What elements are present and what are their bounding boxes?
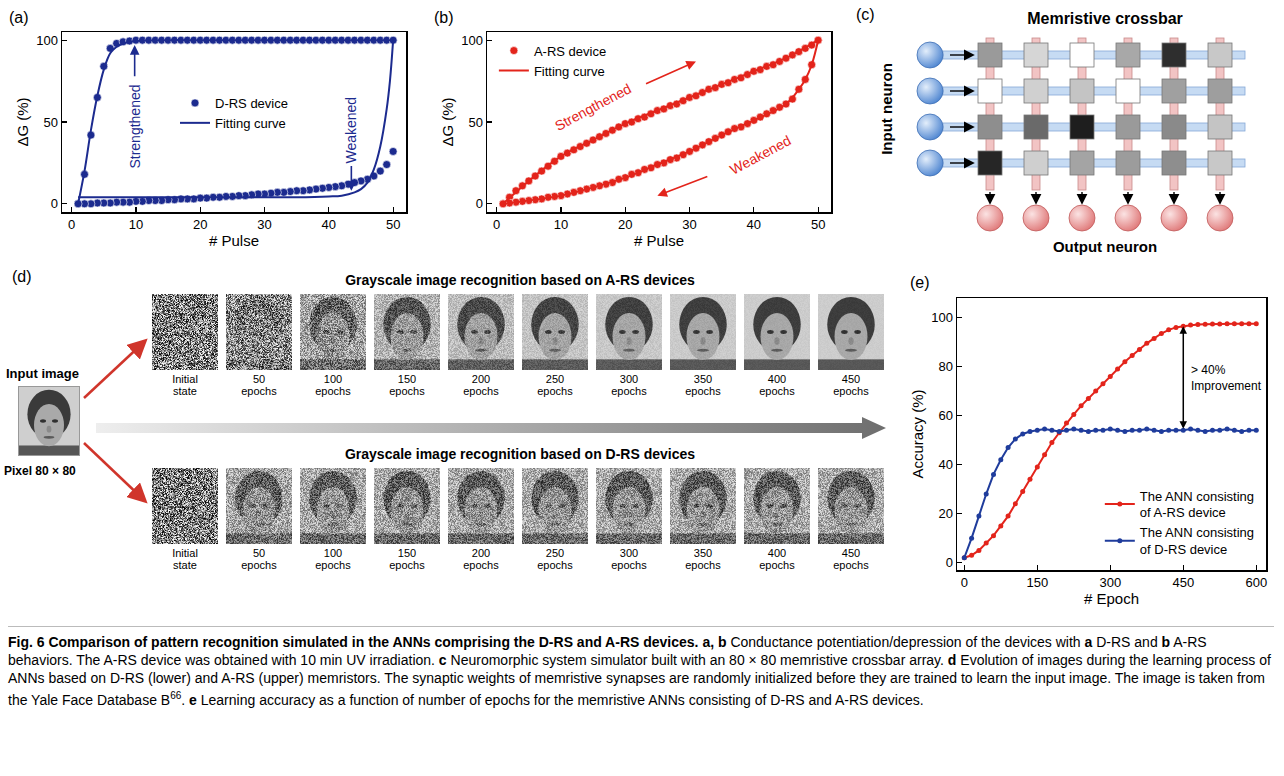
svg-text:# Pulse: # Pulse [209, 232, 259, 249]
svg-text:10: 10 [129, 217, 143, 232]
html-text:300: 300 [619, 547, 639, 559]
html-text:100: 100 [323, 547, 343, 559]
html-text:Input image: Input image [6, 366, 79, 381]
html-text:Initial: Initial [172, 373, 198, 385]
html-text:250: 250 [545, 547, 565, 559]
svg-text:40: 40 [322, 217, 336, 232]
svg-text:20: 20 [193, 217, 207, 232]
svg-text:40: 40 [747, 217, 761, 232]
html-text:150: 150 [397, 547, 417, 559]
svg-text:ΔG (%): ΔG (%) [439, 97, 456, 146]
svg-text:40: 40 [938, 457, 952, 472]
html-text:Grayscale image recognition ba: Grayscale image recognition based on A-R… [345, 272, 695, 288]
svg-text:(a): (a) [9, 9, 29, 26]
svg-text:Memristive crossbar: Memristive crossbar [1027, 10, 1183, 27]
svg-text:80: 80 [938, 359, 952, 374]
html-text:250: 250 [545, 373, 565, 385]
html-text:epochs: epochs [685, 559, 721, 571]
html-text:50: 50 [252, 547, 266, 559]
svg-text:The ANN consistingof A-RS devi: The ANN consistingof A-RS device [1140, 489, 1254, 521]
svg-text:150: 150 [1026, 575, 1048, 590]
svg-text:Input neuron: Input neuron [878, 63, 895, 155]
html-text:epochs: epochs [685, 385, 721, 397]
svg-text:0: 0 [493, 217, 500, 232]
svg-text:(e): (e) [910, 274, 930, 291]
html-text:300: 300 [619, 373, 639, 385]
html-text:50: 50 [252, 373, 266, 385]
html-text:epochs: epochs [315, 385, 351, 397]
html-text:150: 150 [397, 373, 417, 385]
svg-text:100: 100 [461, 33, 483, 48]
svg-text:Fitting curve: Fitting curve [534, 64, 605, 79]
html-text:state: state [173, 559, 197, 571]
html-text:epochs: epochs [463, 559, 499, 571]
svg-text:50: 50 [43, 115, 57, 130]
html-text:epochs: epochs [315, 559, 351, 571]
svg-text:100: 100 [931, 310, 953, 325]
html-text:(d): (d) [12, 268, 32, 285]
svg-text:(b): (b) [434, 9, 454, 26]
svg-text:ΔG (%): ΔG (%) [14, 97, 31, 146]
svg-text:20: 20 [938, 506, 952, 521]
svg-text:0: 0 [51, 196, 58, 211]
svg-text:Strengthened: Strengthened [552, 80, 634, 134]
svg-text:Weakened: Weakened [727, 132, 793, 177]
svg-text:20: 20 [618, 217, 632, 232]
svg-text:50: 50 [811, 217, 825, 232]
svg-text:# Epoch: # Epoch [1084, 590, 1139, 607]
html-text:epochs: epochs [833, 385, 869, 397]
svg-text:Accuracy (%): Accuracy (%) [909, 389, 926, 478]
html-text:epochs: epochs [389, 385, 425, 397]
html-text:epochs: epochs [389, 559, 425, 571]
html-text:epochs: epochs [537, 385, 573, 397]
svg-text:0: 0 [961, 575, 968, 590]
svg-text:10: 10 [554, 217, 568, 232]
html-text:epochs: epochs [833, 559, 869, 571]
svg-text:450: 450 [1172, 575, 1194, 590]
svg-text:0: 0 [68, 217, 75, 232]
svg-text:50: 50 [386, 217, 400, 232]
html-text:Pixel 80 × 80: Pixel 80 × 80 [4, 464, 76, 478]
svg-text:0: 0 [476, 196, 483, 211]
svg-text:0: 0 [946, 555, 953, 570]
html-text:epochs: epochs [759, 385, 795, 397]
svg-text:Fitting curve: Fitting curve [215, 116, 286, 131]
svg-text:300: 300 [1099, 575, 1121, 590]
svg-text:100: 100 [36, 33, 58, 48]
svg-text:Output neuron: Output neuron [1053, 238, 1157, 255]
html-text:450: 450 [841, 547, 861, 559]
html-text:state: state [173, 385, 197, 397]
html-text:Initial: Initial [172, 547, 198, 559]
svg-text:30: 30 [257, 217, 271, 232]
html-text:400: 400 [767, 373, 787, 385]
svg-text:30: 30 [682, 217, 696, 232]
svg-text:> 40%Improvement: > 40%Improvement [1191, 363, 1262, 393]
html-text:Grayscale image recognition ba: Grayscale image recognition based on D-R… [344, 446, 696, 462]
svg-text:60: 60 [938, 408, 952, 423]
svg-text:600: 600 [1245, 575, 1267, 590]
html-text:400: 400 [767, 547, 787, 559]
html-text:epochs: epochs [241, 385, 277, 397]
html-text:epochs: epochs [759, 559, 795, 571]
html-text:350: 350 [693, 547, 713, 559]
html-text:200: 200 [471, 547, 491, 559]
svg-text:A-RS device: A-RS device [534, 44, 606, 59]
html-text:epochs: epochs [537, 559, 573, 571]
svg-text:D-RS device: D-RS device [215, 96, 288, 111]
svg-text:Strengthened: Strengthened [127, 84, 143, 168]
html-text:Fig. 6 Comparison of pattern r: Fig. 6 Comparison of pattern recognition… [8, 634, 1271, 708]
html-text:450: 450 [841, 373, 861, 385]
html-text:200: 200 [471, 373, 491, 385]
html-text:100: 100 [323, 373, 343, 385]
html-text:epochs: epochs [611, 559, 647, 571]
svg-text:50: 50 [468, 115, 482, 130]
html-text:epochs: epochs [611, 385, 647, 397]
html-text:epochs: epochs [463, 385, 499, 397]
svg-text:The ANN consistingof D-RS devi: The ANN consistingof D-RS device [1140, 525, 1254, 557]
svg-text:# Pulse: # Pulse [634, 232, 684, 249]
html-text:epochs: epochs [241, 559, 277, 571]
svg-text:(c): (c) [856, 6, 875, 23]
html-text:350: 350 [693, 373, 713, 385]
svg-text:Weakened: Weakened [343, 97, 359, 164]
